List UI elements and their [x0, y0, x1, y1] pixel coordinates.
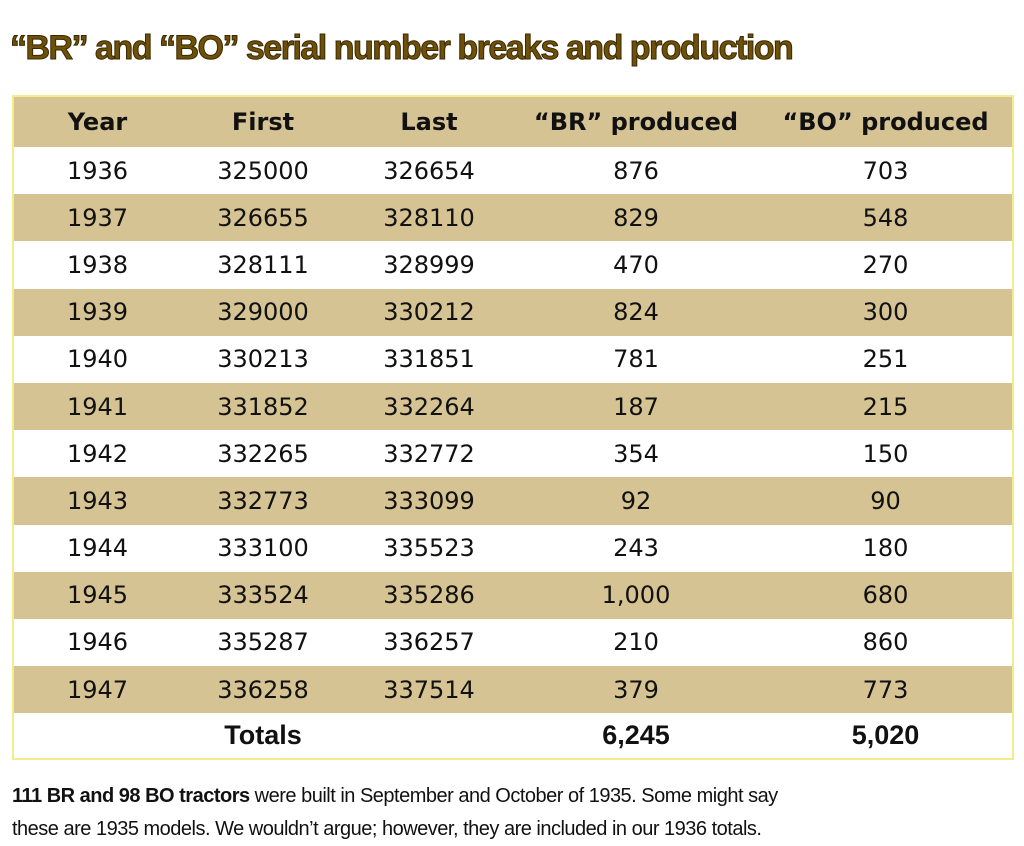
table-cell: 187	[613, 392, 659, 421]
table-cell: 180	[862, 534, 909, 563]
table-cell: 335286	[383, 581, 475, 610]
table-cell: 332773	[217, 486, 309, 515]
page-title: “BR” and “BO” serial number breaks and p…	[9, 18, 1014, 88]
table-row: 1937 326655 328110 829 548	[13, 194, 1013, 242]
table-cell: 1940	[66, 345, 129, 374]
title-text: “BR” and “BO” serial number breaks and p…	[9, 29, 794, 68]
table-cell: 243	[613, 534, 659, 563]
table-cell: 215	[862, 392, 909, 421]
serial-number-table: Year First Last “BR” produced “BO” produced …	[12, 95, 1014, 761]
totals-cell: 6,245	[602, 720, 670, 751]
footnote-line1: were built in September and October of 1…	[249, 785, 779, 807]
totals-cell: 5,020	[851, 720, 920, 751]
table-row: 1936 325000 326654 876 703	[13, 147, 1013, 195]
table-cell: 703	[862, 156, 909, 185]
table-row: 1944 333100 335523 243 180	[13, 524, 1013, 572]
table-cell: 680	[862, 581, 909, 610]
column-header: Last	[400, 108, 458, 136]
table-cell: 328110	[383, 203, 475, 232]
header-row: Year First Last “BR” produced “BO” produced	[13, 96, 1013, 147]
table-cell: 90	[870, 486, 901, 515]
table-row: 1940 330213 331851 781 251	[13, 335, 1013, 383]
table-cell: 325000	[217, 156, 309, 185]
table-cell: 1938	[66, 250, 129, 279]
column-header: “BR” produced	[533, 108, 739, 136]
table-cell: 330213	[217, 345, 309, 374]
table-cell: 335523	[383, 534, 475, 563]
table-cell: 1936	[66, 156, 129, 185]
table-cell: 379	[613, 675, 659, 704]
table-cell: 336258	[217, 675, 309, 704]
table-row: 1946 335287 336257 210 860	[13, 618, 1013, 667]
table-cell: 332265	[217, 439, 309, 468]
table-cell: 354	[613, 439, 659, 468]
table-cell: 251	[862, 345, 909, 374]
table-cell: 1937	[66, 203, 129, 232]
table-cell: 824	[613, 298, 659, 327]
table-cell: 335287	[217, 628, 309, 657]
table-cell: 210	[613, 628, 659, 657]
table-cell: 329000	[217, 298, 309, 327]
table-cell: 1943	[66, 486, 129, 515]
table-cell: 773	[862, 675, 909, 704]
table-row: 1943 332773 333099 92 90	[13, 477, 1013, 525]
totals-row: Totals 6,245 5,020	[13, 713, 1013, 760]
footnote-bold: 111 BR and 98 BO tractors	[12, 785, 250, 807]
table-row: 1942 332265 332772 354 150	[13, 430, 1013, 478]
table-row: 1941 331852 332264 187 215	[13, 382, 1013, 431]
table-cell: 300	[862, 298, 909, 327]
table-cell: 270	[862, 250, 909, 279]
table-cell: 860	[862, 628, 909, 657]
table-cell: 548	[862, 203, 909, 232]
column-header: “BO” produced	[782, 108, 989, 136]
table-cell: 331852	[217, 392, 309, 421]
totals-cell	[13, 713, 181, 759]
table-cell: 333524	[217, 581, 309, 610]
table-row: 1939 329000 330212 824 300	[13, 288, 1013, 336]
table-cell: 326655	[217, 203, 309, 232]
table-cell: 781	[613, 345, 659, 374]
table-cell: 336257	[383, 628, 475, 657]
table-cell: 332772	[383, 439, 475, 468]
footnote-line2: these are 1935 models. We wouldn’t argue…	[12, 818, 762, 840]
table-cell: 328999	[383, 250, 475, 279]
table-row: 1938 328111 328999 470 270	[13, 241, 1013, 289]
column-header: Year	[67, 108, 128, 136]
table-cell: 92	[620, 486, 652, 515]
table-cell: 1941	[66, 392, 129, 421]
table-cell: 330212	[383, 298, 475, 327]
column-header: First	[231, 108, 295, 136]
table-cell: 1942	[66, 439, 129, 468]
table-cell: 331851	[383, 345, 475, 374]
table-cell: 333100	[217, 534, 309, 563]
table-cell: 1945	[66, 581, 129, 610]
table-cell: 1946	[66, 628, 129, 657]
table-cell: 1947	[66, 675, 129, 704]
footnote: 111 BR and 98 BO tractors were built in …	[12, 780, 1012, 846]
table-row: 1945 333524 335286 1,000 680	[13, 571, 1013, 619]
table-cell: 829	[613, 203, 659, 232]
totals-cell	[345, 713, 513, 759]
table-cell: 328111	[217, 250, 309, 279]
table-row: 1947 336258 337514 379 773	[13, 666, 1013, 714]
table-cell: 150	[862, 439, 909, 468]
table-cell: 470	[613, 250, 659, 279]
table-cell: 332264	[383, 392, 475, 421]
table-cell: 326654	[383, 156, 475, 185]
table-cell: 337514	[383, 675, 475, 704]
table-cell: 1944	[66, 534, 129, 563]
totals-cell: Totals	[224, 720, 302, 751]
table-cell: 1939	[66, 298, 129, 327]
table-cell: 333099	[383, 486, 475, 515]
table-cell: 876	[613, 156, 659, 185]
table-cell: 1,000	[601, 581, 671, 610]
